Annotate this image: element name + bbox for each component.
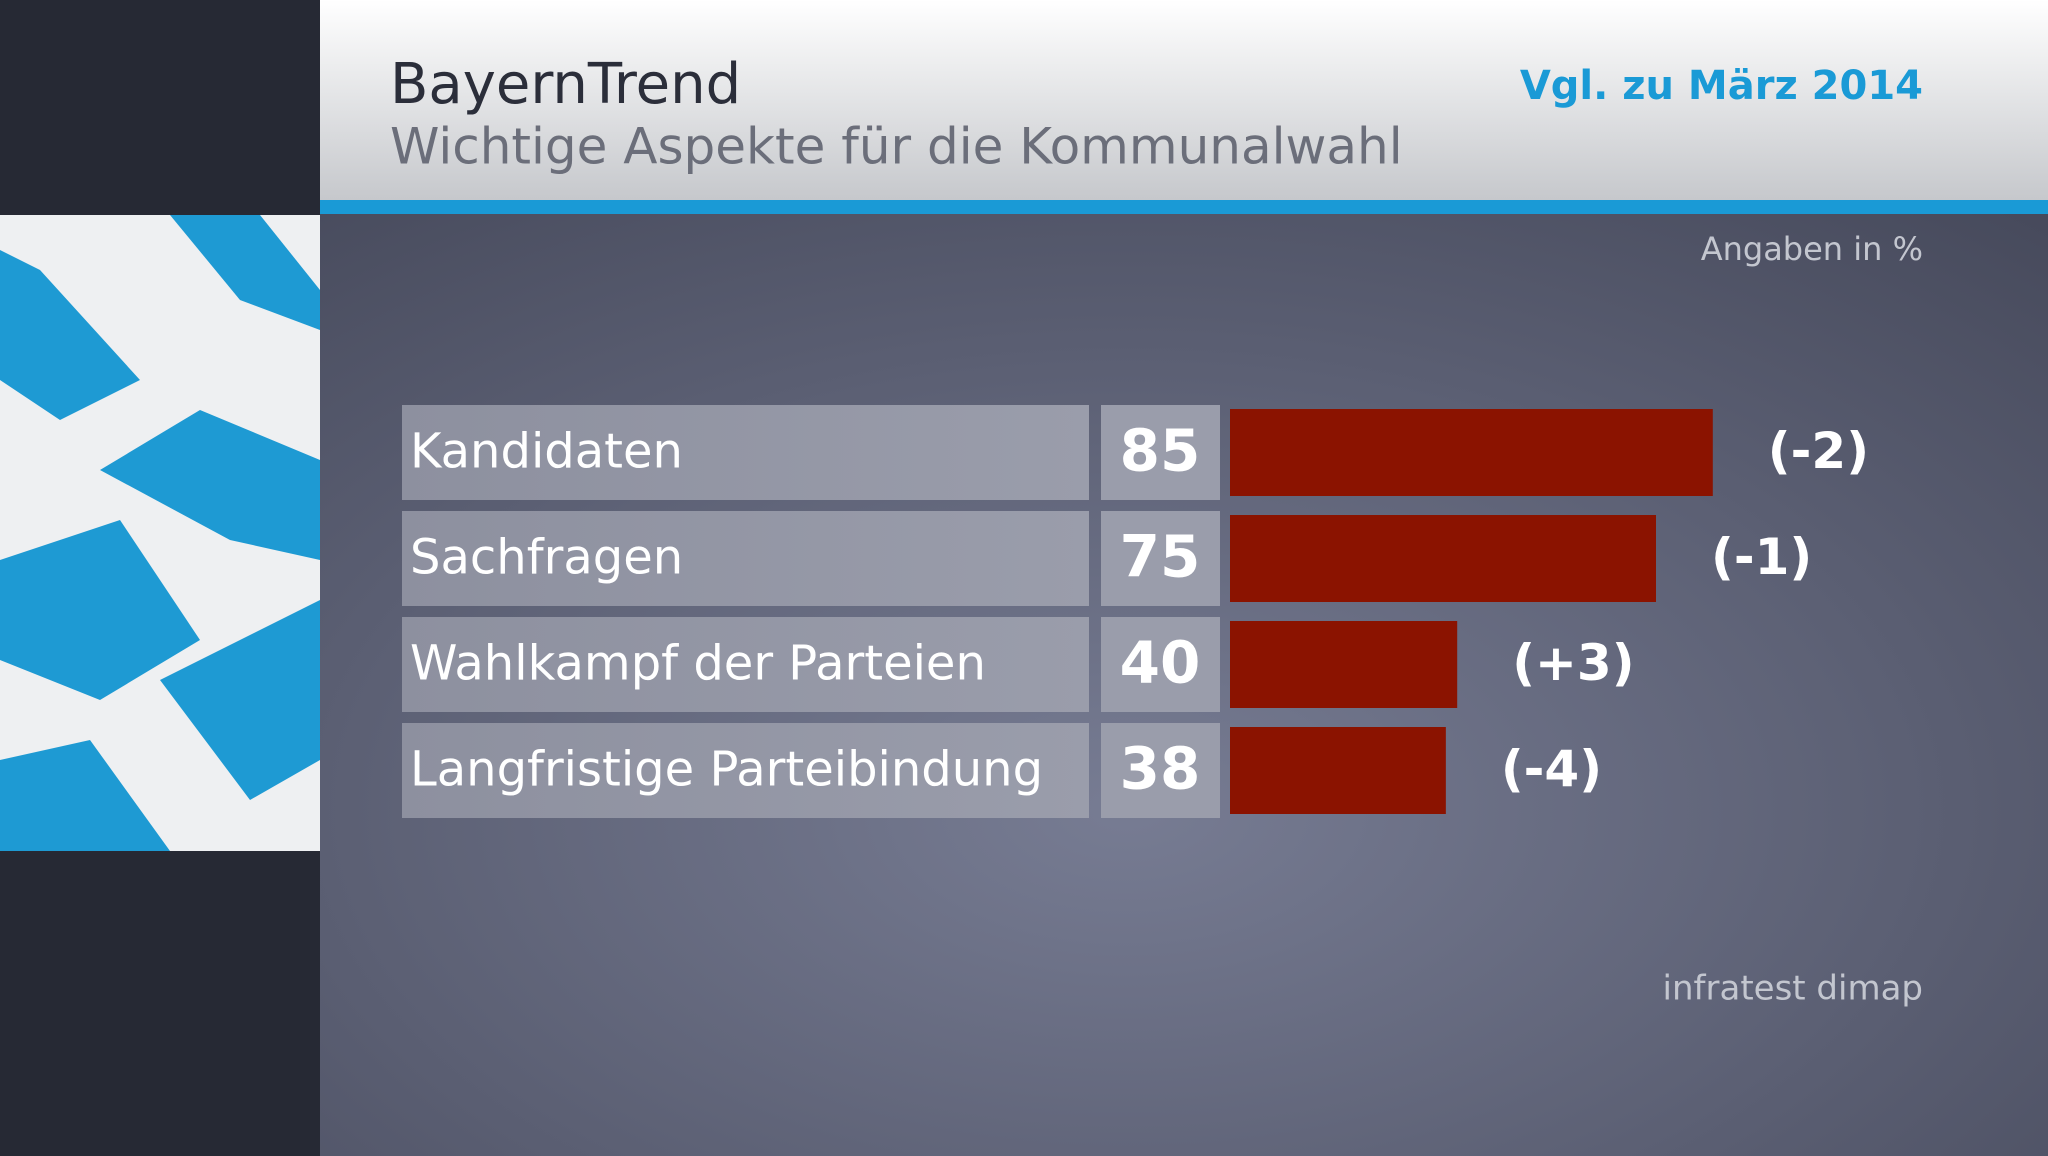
- category-label: Sachfragen: [410, 530, 683, 586]
- unit-note: Angaben in %: [1701, 230, 1923, 268]
- change-label: (+3): [1512, 634, 1634, 692]
- value-label: 75: [1120, 523, 1201, 591]
- header-stripe: [320, 200, 2048, 214]
- label-box: [402, 723, 1089, 818]
- header: [320, 0, 2048, 200]
- change-label: (-2): [1768, 422, 1869, 480]
- category-label: Langfristige Parteibindung: [410, 742, 1043, 798]
- label-box: [402, 405, 1089, 500]
- category-label: Kandidaten: [410, 424, 683, 480]
- bar: [1230, 727, 1446, 814]
- title: BayernTrend: [390, 52, 741, 117]
- value-label: 40: [1120, 629, 1201, 697]
- change-label: (-4): [1501, 740, 1602, 798]
- bar: [1230, 409, 1713, 496]
- bar: [1230, 515, 1656, 602]
- value-box: [1101, 723, 1220, 818]
- value-box: [1101, 511, 1220, 606]
- subtitle: Wichtige Aspekte für die Kommunalwahl: [390, 118, 1403, 176]
- value-box: [1101, 617, 1220, 712]
- change-label: (-1): [1711, 528, 1812, 586]
- flag: [0, 215, 320, 851]
- bar: [1230, 621, 1458, 708]
- label-box: [402, 617, 1089, 712]
- value-label: 38: [1120, 735, 1201, 803]
- value-label: 85: [1120, 417, 1201, 485]
- comparison: Vgl. zu März 2014: [1520, 63, 1923, 109]
- value-box: [1101, 405, 1220, 500]
- source: infratest dimap: [1663, 969, 1923, 1009]
- label-box: [402, 511, 1089, 606]
- category-label: Wahlkampf der Parteien: [410, 636, 986, 692]
